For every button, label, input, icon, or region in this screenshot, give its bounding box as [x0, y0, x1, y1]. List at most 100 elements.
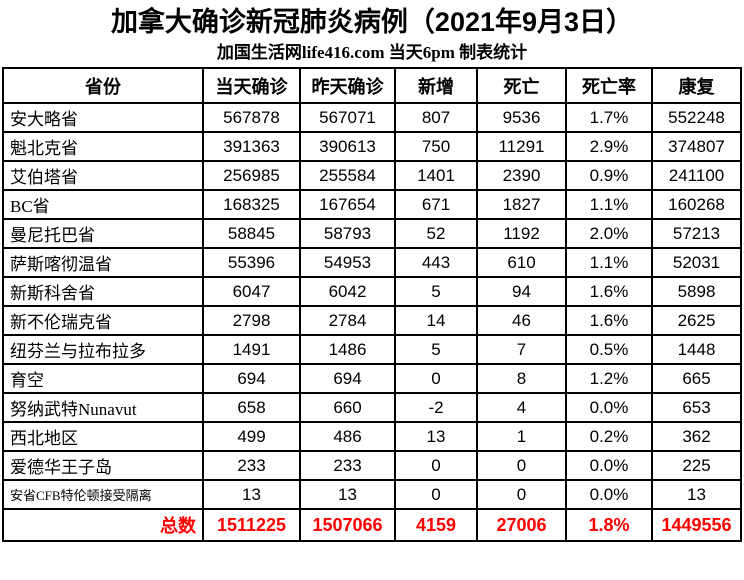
- table-row: 努纳武特Nunavut 658 660 -2 4 0.0% 653: [2, 392, 742, 423]
- province-cell: 安省CFB特伦顿接受隔离: [2, 479, 204, 510]
- value-cell: 1486: [299, 334, 396, 365]
- covid-stats-table: 省份 当天确诊 昨天确诊 新增 死亡 死亡率 康复 安大略省 567878 567071 807 9…: [2, 67, 742, 542]
- totals-value: 27006: [476, 508, 567, 542]
- value-cell: 52031: [651, 247, 742, 278]
- value-cell: 160268: [651, 189, 742, 220]
- value-cell: 1: [476, 421, 567, 452]
- value-cell: 255584: [299, 160, 396, 191]
- value-cell: 653: [651, 392, 742, 423]
- subtitle: 加国生活网life416.com 当天6pm 制表统计: [216, 43, 528, 62]
- table-header: 省份 当天确诊 昨天确诊 新增 死亡 死亡率 康复: [2, 67, 742, 104]
- value-cell: 0.2%: [565, 421, 653, 452]
- value-cell: 1192: [476, 218, 567, 249]
- table-row: 艾伯塔省 256985 255584 1401 2390 0.9% 241100: [2, 160, 742, 191]
- value-cell: 256985: [202, 160, 301, 191]
- value-cell: 658: [202, 392, 301, 423]
- value-cell: 1.6%: [565, 305, 653, 336]
- value-cell: 499: [202, 421, 301, 452]
- value-cell: 6047: [202, 276, 301, 307]
- value-cell: 1.1%: [565, 189, 653, 220]
- column-header: 康复: [651, 67, 742, 104]
- table-row: 育空 694 694 0 8 1.2% 665: [2, 363, 742, 394]
- table-footer: 总数 1511225 1507066 4159 27006 1.8% 1449556: [2, 508, 742, 542]
- table-row: 安大略省 567878 567071 807 9536 1.7% 552248: [2, 102, 742, 133]
- table-row: 新不伦瑞克省 2798 2784 14 46 1.6% 2625: [2, 305, 742, 336]
- province-cell: 新不伦瑞克省: [2, 305, 204, 336]
- totals-row: 总数 1511225 1507066 4159 27006 1.8% 1449556: [2, 508, 742, 542]
- value-cell: 2390: [476, 160, 567, 191]
- value-cell: 1448: [651, 334, 742, 365]
- value-cell: 486: [299, 421, 396, 452]
- value-cell: -2: [394, 392, 478, 423]
- value-cell: 168325: [202, 189, 301, 220]
- totals-value: 1.8%: [565, 508, 653, 542]
- totals-value: 1507066: [299, 508, 396, 542]
- value-cell: 1.2%: [565, 363, 653, 394]
- table-row: 纽芬兰与拉布拉多 1491 1486 5 7 0.5% 1448: [2, 334, 742, 365]
- province-cell: 新斯科舍省: [2, 276, 204, 307]
- page-title: 加拿大确诊新冠肺炎病例（2021年9月3日）: [110, 7, 634, 37]
- table-row: 新斯科舍省 6047 6042 5 94 1.6% 5898: [2, 276, 742, 307]
- value-cell: 671: [394, 189, 478, 220]
- province-cell: 曼尼托巴省: [2, 218, 204, 249]
- table-row: BC省 168325 167654 671 1827 1.1% 160268: [2, 189, 742, 220]
- value-cell: 0: [394, 479, 478, 510]
- value-cell: 0.0%: [565, 479, 653, 510]
- column-header: 省份: [2, 67, 204, 104]
- value-cell: 13: [651, 479, 742, 510]
- value-cell: 5: [394, 276, 478, 307]
- value-cell: 4: [476, 392, 567, 423]
- column-header: 死亡: [476, 67, 567, 104]
- value-cell: 241100: [651, 160, 742, 191]
- value-cell: 694: [299, 363, 396, 394]
- value-cell: 5: [394, 334, 478, 365]
- value-cell: 0.5%: [565, 334, 653, 365]
- value-cell: 1.6%: [565, 276, 653, 307]
- column-header: 当天确诊: [202, 67, 301, 104]
- table-row: 曼尼托巴省 58845 58793 52 1192 2.0% 57213: [2, 218, 742, 249]
- value-cell: 6042: [299, 276, 396, 307]
- totals-value: 1511225: [202, 508, 301, 542]
- value-cell: 1491: [202, 334, 301, 365]
- value-cell: 54953: [299, 247, 396, 278]
- column-header: 昨天确诊: [299, 67, 396, 104]
- value-cell: 0.0%: [565, 450, 653, 481]
- totals-label: 总数: [2, 508, 204, 542]
- value-cell: 1.1%: [565, 247, 653, 278]
- value-cell: 660: [299, 392, 396, 423]
- header-row: 省份 当天确诊 昨天确诊 新增 死亡 死亡率 康复: [2, 67, 742, 104]
- value-cell: 0.0%: [565, 392, 653, 423]
- value-cell: 2.9%: [565, 131, 653, 162]
- table-body: 安大略省 567878 567071 807 9536 1.7% 552248 魁北克省 391…: [2, 102, 742, 510]
- value-cell: 225: [651, 450, 742, 481]
- value-cell: 52: [394, 218, 478, 249]
- value-cell: 46: [476, 305, 567, 336]
- value-cell: 8: [476, 363, 567, 394]
- totals-value: 4159: [394, 508, 478, 542]
- province-cell: 爱德华王子岛: [2, 450, 204, 481]
- value-cell: 374807: [651, 131, 742, 162]
- value-cell: 2798: [202, 305, 301, 336]
- value-cell: 1401: [394, 160, 478, 191]
- province-cell: 西北地区: [2, 421, 204, 452]
- province-cell: 艾伯塔省: [2, 160, 204, 191]
- value-cell: 362: [651, 421, 742, 452]
- value-cell: 567878: [202, 102, 301, 133]
- value-cell: 1.7%: [565, 102, 653, 133]
- value-cell: 2625: [651, 305, 742, 336]
- value-cell: 0: [394, 363, 478, 394]
- value-cell: 167654: [299, 189, 396, 220]
- value-cell: 14: [394, 305, 478, 336]
- table-row: 魁北克省 391363 390613 750 11291 2.9% 374807: [2, 131, 742, 162]
- value-cell: 94: [476, 276, 567, 307]
- value-cell: 13: [202, 479, 301, 510]
- value-cell: 750: [394, 131, 478, 162]
- value-cell: 58845: [202, 218, 301, 249]
- value-cell: 58793: [299, 218, 396, 249]
- value-cell: 665: [651, 363, 742, 394]
- value-cell: 807: [394, 102, 478, 133]
- value-cell: 11291: [476, 131, 567, 162]
- province-cell: 萨斯喀彻温省: [2, 247, 204, 278]
- value-cell: 57213: [651, 218, 742, 249]
